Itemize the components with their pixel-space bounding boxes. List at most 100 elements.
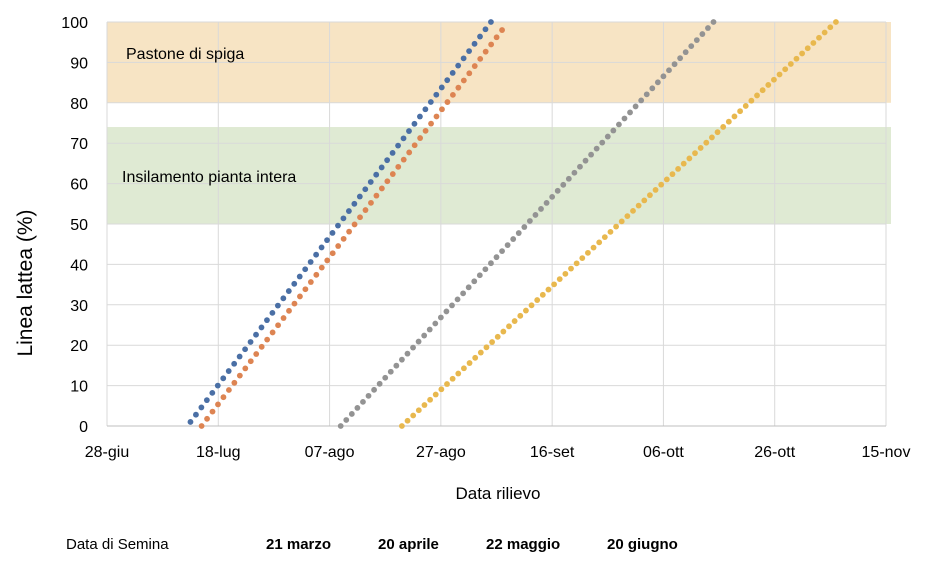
x-tick-label: 16-set bbox=[530, 444, 575, 461]
data-point bbox=[647, 192, 653, 199]
data-point bbox=[285, 288, 292, 294]
x-tick-label: 28-giu bbox=[85, 444, 129, 461]
data-point bbox=[465, 284, 472, 291]
data-point bbox=[404, 350, 411, 357]
data-point bbox=[621, 115, 628, 122]
data-point bbox=[258, 343, 265, 350]
data-point bbox=[362, 207, 369, 213]
data-point bbox=[799, 50, 806, 57]
data-point bbox=[489, 339, 495, 345]
data-point bbox=[471, 278, 478, 285]
data-point bbox=[599, 139, 606, 146]
data-point bbox=[258, 324, 265, 331]
data-point bbox=[247, 358, 254, 365]
data-point bbox=[488, 19, 494, 25]
data-point bbox=[466, 360, 473, 366]
gridlines bbox=[106, 21, 887, 427]
data-point bbox=[663, 176, 670, 183]
data-point bbox=[449, 302, 455, 309]
data-point bbox=[444, 77, 451, 84]
data-point bbox=[515, 230, 522, 236]
data-point bbox=[471, 63, 478, 69]
data-point bbox=[264, 336, 271, 343]
data-point bbox=[731, 113, 738, 120]
data-point bbox=[607, 228, 614, 235]
legend-item-22-maggio: 22 maggio bbox=[486, 536, 561, 553]
data-point bbox=[482, 266, 489, 273]
data-point bbox=[329, 250, 336, 257]
data-point bbox=[356, 193, 363, 200]
data-point bbox=[709, 134, 715, 141]
data-point bbox=[562, 270, 569, 277]
data-point bbox=[804, 45, 811, 52]
data-point bbox=[269, 329, 276, 336]
data-point bbox=[225, 368, 232, 374]
data-point bbox=[526, 218, 533, 224]
data-point bbox=[449, 91, 456, 98]
y-tick-label: 70 bbox=[70, 136, 88, 153]
series-20-aprile bbox=[198, 27, 505, 429]
data-point bbox=[686, 155, 693, 162]
data-point bbox=[444, 381, 450, 387]
data-point bbox=[351, 200, 358, 207]
data-point bbox=[477, 33, 483, 40]
data-point bbox=[253, 331, 259, 338]
data-point bbox=[406, 128, 412, 134]
series-20-giugno bbox=[399, 19, 839, 429]
data-point bbox=[610, 127, 617, 134]
data-point bbox=[532, 212, 539, 218]
data-point bbox=[376, 380, 383, 387]
data-point bbox=[354, 405, 361, 411]
data-point bbox=[433, 91, 440, 98]
data-point bbox=[187, 419, 194, 425]
data-point bbox=[677, 55, 684, 62]
data-point bbox=[643, 91, 650, 98]
data-point bbox=[247, 339, 254, 345]
data-point bbox=[551, 281, 557, 288]
data-point bbox=[666, 67, 672, 74]
data-point bbox=[539, 291, 546, 298]
data-point bbox=[335, 243, 342, 249]
x-tick-label: 27-ago bbox=[416, 444, 466, 461]
data-point bbox=[400, 156, 407, 163]
series-22-maggio bbox=[337, 19, 717, 429]
data-point bbox=[384, 178, 391, 185]
data-point bbox=[649, 85, 656, 92]
x-tick-label: 15-nov bbox=[862, 444, 911, 461]
y-tick-label: 60 bbox=[70, 177, 88, 194]
data-point bbox=[560, 181, 567, 188]
data-point bbox=[373, 171, 380, 178]
data-point bbox=[675, 166, 681, 172]
y-tick-label: 50 bbox=[70, 217, 88, 234]
sowing-date-legend: Data di Semina 21 marzo 20 aprile 22 mag… bbox=[0, 536, 926, 560]
data-point bbox=[742, 103, 749, 109]
data-point bbox=[827, 24, 834, 31]
data-point bbox=[754, 92, 760, 99]
data-point bbox=[198, 404, 205, 411]
y-tick-label: 0 bbox=[79, 419, 88, 436]
data-point bbox=[371, 386, 377, 393]
data-point bbox=[810, 40, 817, 46]
data-point bbox=[362, 186, 369, 193]
data-point bbox=[395, 142, 401, 149]
data-point bbox=[449, 70, 456, 76]
data-point bbox=[568, 265, 574, 272]
data-point bbox=[593, 145, 600, 152]
data-point bbox=[242, 346, 248, 353]
data-point bbox=[389, 149, 396, 156]
data-point bbox=[618, 218, 625, 225]
data-point bbox=[345, 208, 352, 214]
data-point bbox=[417, 113, 423, 120]
data-point bbox=[534, 297, 541, 303]
series-21-marzo bbox=[187, 19, 494, 425]
data-point bbox=[410, 344, 416, 351]
data-point bbox=[641, 197, 648, 204]
data-point bbox=[705, 25, 711, 31]
data-point bbox=[782, 66, 789, 73]
data-point bbox=[461, 365, 467, 372]
data-point bbox=[460, 77, 467, 84]
data-point bbox=[337, 423, 344, 429]
data-point bbox=[833, 19, 839, 25]
x-tick-label: 18-lug bbox=[196, 444, 240, 461]
